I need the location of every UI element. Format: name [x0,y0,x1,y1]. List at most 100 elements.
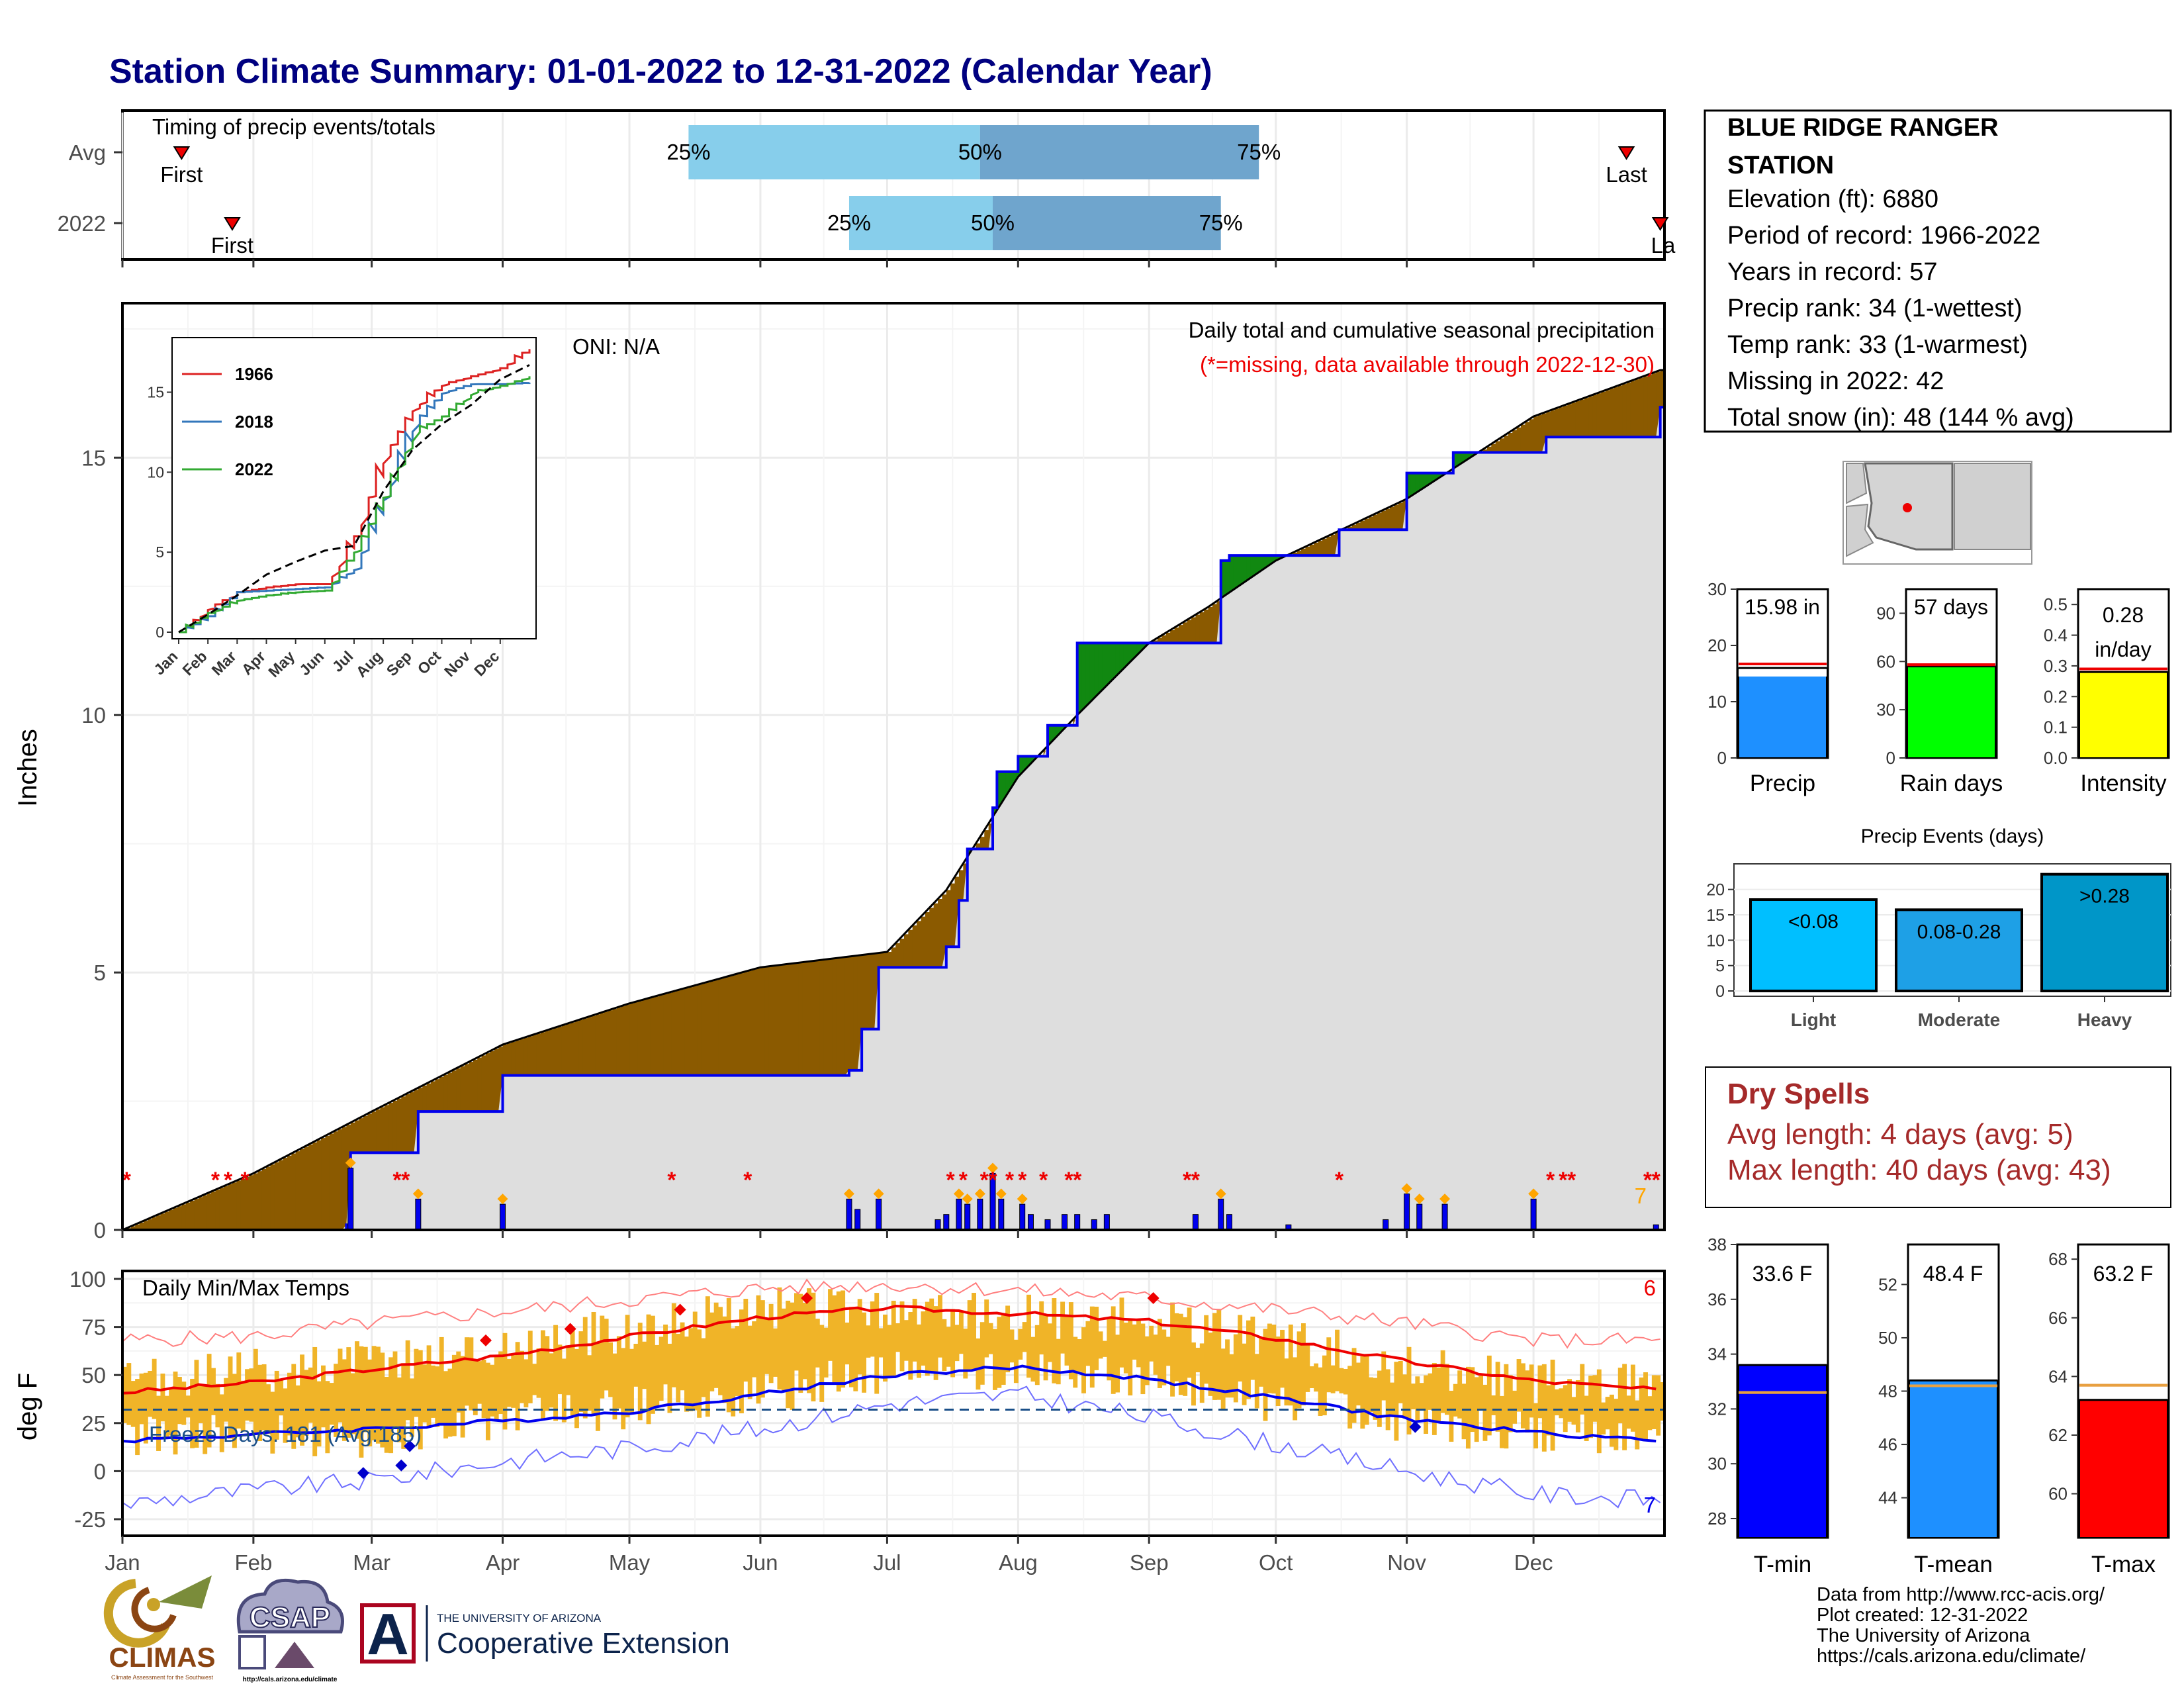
daily-temp-range-bar [536,1348,541,1398]
daily-precip-bar [1019,1203,1026,1231]
precip-missing-note: (*=missing, data available through 2022-… [1200,352,1655,377]
deficit-area-segment [1605,390,1610,438]
daily-temp-range-bar [899,1301,905,1372]
ua-cooperative-extension: Cooperative Extension [437,1627,730,1660]
missing-day-marker: * [946,1168,956,1193]
deficit-area-segment [1500,438,1505,453]
daily-temp-range-bar [1537,1365,1543,1419]
surplus-area-segment [1081,643,1087,711]
daily-temp-range-bar [240,1380,246,1432]
deficit-area-segment [1525,422,1530,453]
deficit-area-segment [1364,518,1369,530]
daily-precip-bar [1027,1214,1034,1231]
surplus-area-segment [1119,643,1124,673]
daily-temp-range-bar [887,1325,892,1377]
deficit-area-segment [460,1066,465,1112]
deficit-area-segment [811,961,816,1076]
missing-day-marker: * [1643,1168,1653,1193]
daily-temp-range-bar [224,1378,229,1422]
daily-temp-range-bar [752,1321,757,1378]
daily-temp-range-bar [414,1348,419,1417]
daily-temp-range-bar [1512,1390,1518,1424]
heavy-event-marker [974,1188,985,1199]
precip-events-title: Precip Events (days) [1861,825,2044,847]
freeze-days-label: Freeze Days: 181 (Avg:185) [149,1422,422,1446]
daily-temp-range-bar [1018,1329,1023,1360]
gauge-ytick-label: 46 [1878,1434,1897,1454]
daily-precip-bar [943,1214,950,1231]
daily-temp-range-bar [921,1311,926,1366]
daily-temp-range-bar [498,1351,504,1415]
last-event-marker [1651,217,1669,231]
deficit-area-segment [958,870,964,901]
daily-temp-range-bar [1309,1366,1314,1389]
station-name-line2: STATION [1727,152,1834,179]
temp-ytick-label: 100 [69,1267,106,1291]
daily-temp-range-bar [680,1322,685,1391]
daily-temp-range-bar [1073,1336,1078,1388]
deficit-area-segment [637,1001,643,1076]
daily-temp-range-bar [1229,1354,1234,1398]
deficit-area-segment [574,1021,580,1076]
daily-temp-range-bar [1275,1336,1281,1407]
daily-temp-range-bar [705,1296,710,1417]
daily-temp-range-bar [1461,1383,1467,1440]
deficit-area-segment [621,1006,626,1076]
deficit-area-segment [1504,436,1509,453]
deficit-area-segment [578,1019,584,1076]
deficit-area-segment [439,1076,444,1112]
deficit-area-segment [219,1188,224,1230]
deficit-area-segment [532,1035,537,1076]
first-event-label: First [160,162,203,187]
surplus-area-segment [1001,771,1006,804]
surplus-area-segment [1098,643,1103,694]
deficit-area-segment [287,1155,292,1230]
deficit-area-segment [1635,379,1640,438]
deficit-area-segment [781,964,786,1076]
daily-temp-range-bar [553,1325,559,1421]
gauge-ytick-label: 0.1 [2044,718,2068,737]
surplus-area-segment [1052,725,1057,742]
daily-temp-range-bar [1318,1367,1323,1417]
deficit-area-segment [139,1222,144,1230]
deficit-area-segment [844,957,850,1076]
gauge-category-label: T-min [1754,1552,1812,1577]
tmean-gauge-value: 48.4 F [1923,1262,1983,1286]
daily-temp-range-bar [722,1316,727,1403]
surplus-area-segment [1263,555,1268,570]
inset-legend-label: 1966 [235,364,273,384]
surplus-area-segment [1267,555,1272,567]
deficit-area-segment [743,972,749,1076]
daily-temp-range-bar [1098,1331,1103,1359]
daily-temp-range-bar [1479,1376,1484,1411]
daily-temp-range-bar [1081,1327,1086,1393]
heavy-event-marker [873,1188,884,1199]
surplus-area-segment [1107,643,1112,686]
daily-temp-range-bar [600,1315,605,1399]
daily-temp-range-bar [376,1346,381,1444]
daily-temp-range-bar [1377,1370,1382,1427]
deficit-area-segment [198,1197,203,1230]
station-snow: Total snow (in): 48 (144 % avg) [1727,404,2074,432]
daily-precip-bar [854,1209,861,1231]
deficit-area-segment [270,1164,275,1230]
daily-temp-range-bar [549,1353,554,1408]
deficit-area-segment [866,954,871,1029]
daily-precip-bar [1062,1214,1068,1231]
daily-temp-range-bar [591,1311,596,1415]
deficit-area-segment [553,1028,559,1076]
gauge-ytick-label: 0.3 [2044,656,2068,676]
deficit-area-segment [773,966,778,1076]
deficit-area-segment [659,995,664,1076]
normal-min-line [122,1364,1657,1444]
gauge-ytick-label: 0.2 [2044,686,2068,706]
daily-temp-range-bar [367,1359,373,1447]
heavy-event-marker [1439,1194,1451,1205]
daily-temp-range-bar [912,1299,917,1362]
deficit-area-segment [874,953,880,1029]
deficit-area-segment [329,1133,334,1230]
daily-temp-range-bar [1394,1362,1399,1441]
daily-temp-range-bar [718,1307,723,1395]
daily-temp-range-bar [1571,1397,1576,1425]
daily-temp-range-bar [1482,1384,1488,1441]
